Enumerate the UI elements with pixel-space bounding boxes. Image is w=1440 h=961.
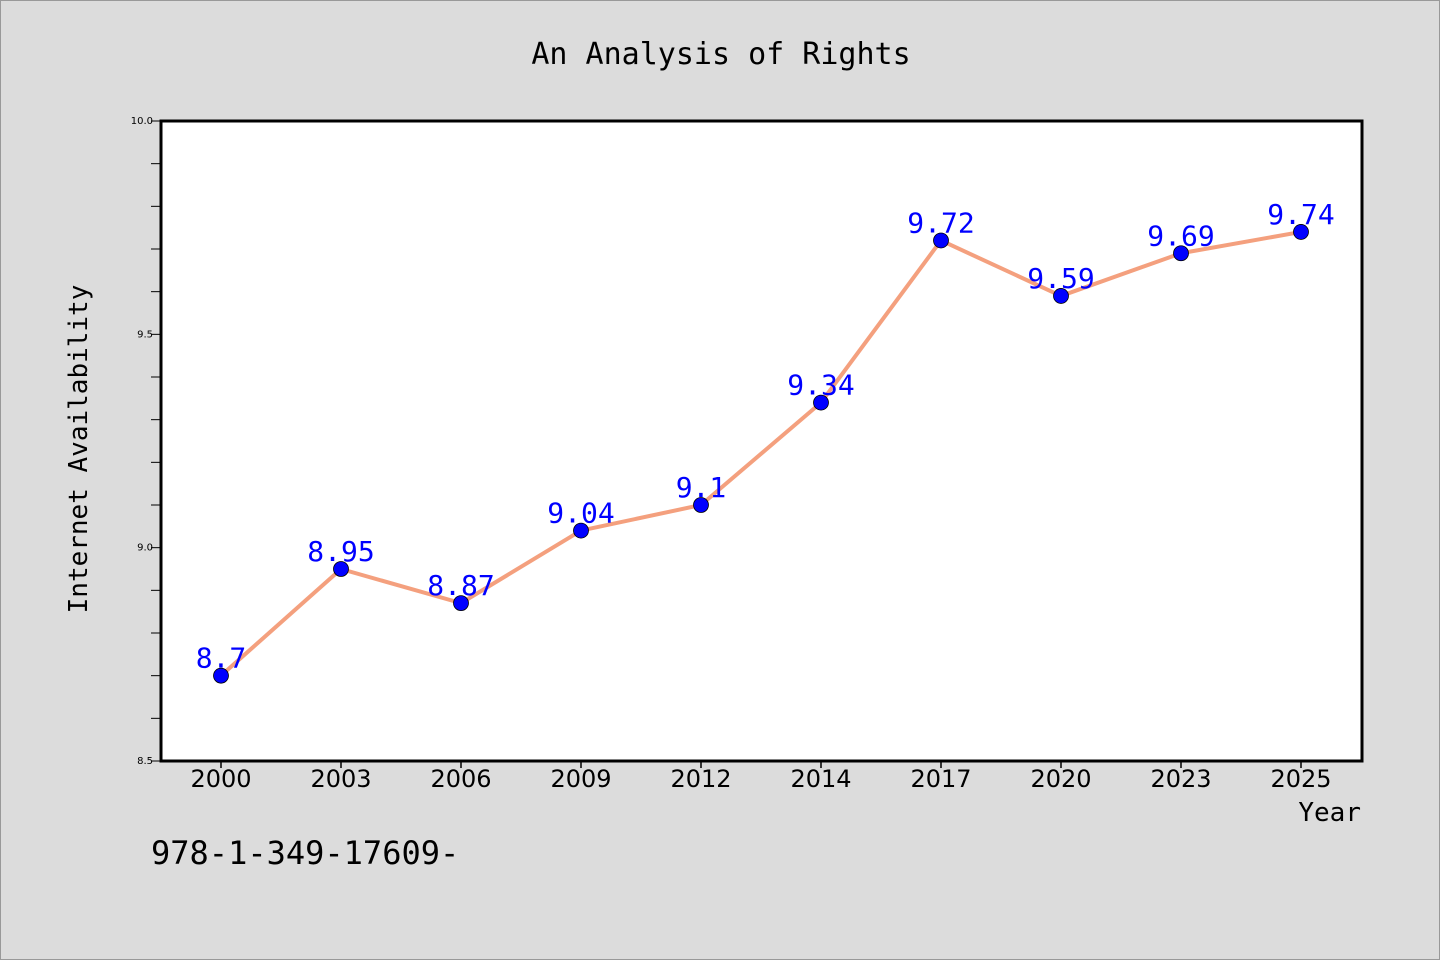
x-axis-label: Year bbox=[1298, 798, 1361, 828]
data-labels: 8.7 8.95 8.87 9.04 9.1 9.34 9.72 9.59 9.69 9.74 bbox=[196, 198, 1335, 675]
data-label: 9.59 bbox=[1027, 262, 1094, 295]
y-tick-label: 9.0 bbox=[137, 543, 153, 554]
data-label: 8.95 bbox=[307, 535, 374, 568]
data-point bbox=[813, 394, 829, 411]
y-axis: 8.5 9.0 9.5 10.0 bbox=[131, 116, 161, 767]
series-layer bbox=[213, 224, 1309, 684]
y-tick-label: 10.0 bbox=[131, 116, 153, 127]
data-label: 9.34 bbox=[787, 369, 854, 402]
x-tick-label: 2003 bbox=[310, 765, 371, 793]
data-point bbox=[333, 561, 349, 577]
data-label: 9.69 bbox=[1147, 219, 1214, 252]
data-label: 9.1 bbox=[676, 471, 727, 504]
data-point bbox=[1053, 288, 1069, 304]
chart-title: An Analysis of Rights bbox=[531, 37, 910, 72]
x-tick-label: 2020 bbox=[1030, 765, 1091, 793]
data-label: 9.74 bbox=[1267, 198, 1334, 231]
x-tick-label: 2012 bbox=[670, 765, 731, 793]
data-point bbox=[1173, 245, 1189, 262]
x-tick-label: 2023 bbox=[1150, 765, 1211, 793]
x-tick-label: 2009 bbox=[550, 765, 611, 793]
y-tick-label: 9.5 bbox=[137, 329, 153, 340]
x-tick-label: 2000 bbox=[190, 765, 251, 793]
plot-area bbox=[159, 119, 1364, 763]
data-point bbox=[1293, 224, 1309, 240]
isbn-text: 978-1-349-17609- bbox=[151, 834, 459, 872]
x-tick-label: 2006 bbox=[430, 765, 491, 793]
x-tick-label: 2017 bbox=[910, 765, 971, 793]
y-tick-label: 8.5 bbox=[137, 756, 153, 767]
series-line bbox=[219, 229, 1303, 678]
data-point bbox=[693, 497, 709, 513]
data-point bbox=[453, 595, 469, 612]
data-label: 8.7 bbox=[196, 642, 247, 675]
x-axis: 2000 2003 2006 2009 2012 2014 2017 2020 2023 2025 bbox=[190, 761, 1332, 793]
data-point bbox=[573, 522, 589, 539]
x-tick-label: 2014 bbox=[790, 765, 851, 793]
data-point bbox=[933, 232, 949, 249]
data-label: 8.87 bbox=[427, 569, 494, 602]
data-label: 9.04 bbox=[547, 497, 614, 530]
data-label: 9.72 bbox=[907, 206, 974, 239]
x-tick-label: 2025 bbox=[1270, 765, 1331, 793]
data-point bbox=[213, 667, 229, 684]
y-axis-label: Internet Availability bbox=[64, 285, 94, 614]
